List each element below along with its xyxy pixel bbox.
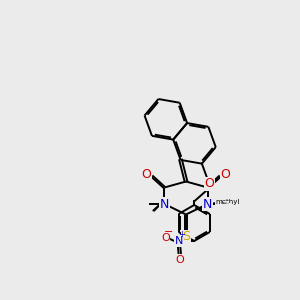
Text: +: +: [178, 230, 185, 239]
Text: N: N: [174, 236, 183, 246]
Text: S: S: [182, 230, 190, 244]
Text: O: O: [142, 167, 151, 181]
Text: −: −: [164, 227, 173, 237]
Text: N: N: [203, 197, 212, 211]
Text: O: O: [176, 255, 184, 265]
Text: methyl: methyl: [226, 203, 231, 204]
Text: methyl: methyl: [215, 199, 240, 205]
Text: methyl: methyl: [152, 210, 157, 211]
Text: methyl: methyl: [225, 203, 230, 204]
Text: O: O: [204, 177, 214, 190]
Text: O: O: [161, 233, 170, 243]
Text: methyl: methyl: [226, 201, 231, 202]
Text: methyl: methyl: [225, 201, 230, 202]
Text: O: O: [221, 167, 230, 181]
Text: N: N: [160, 197, 169, 211]
Text: methyl: methyl: [225, 201, 230, 202]
Text: methyl: methyl: [223, 202, 228, 203]
